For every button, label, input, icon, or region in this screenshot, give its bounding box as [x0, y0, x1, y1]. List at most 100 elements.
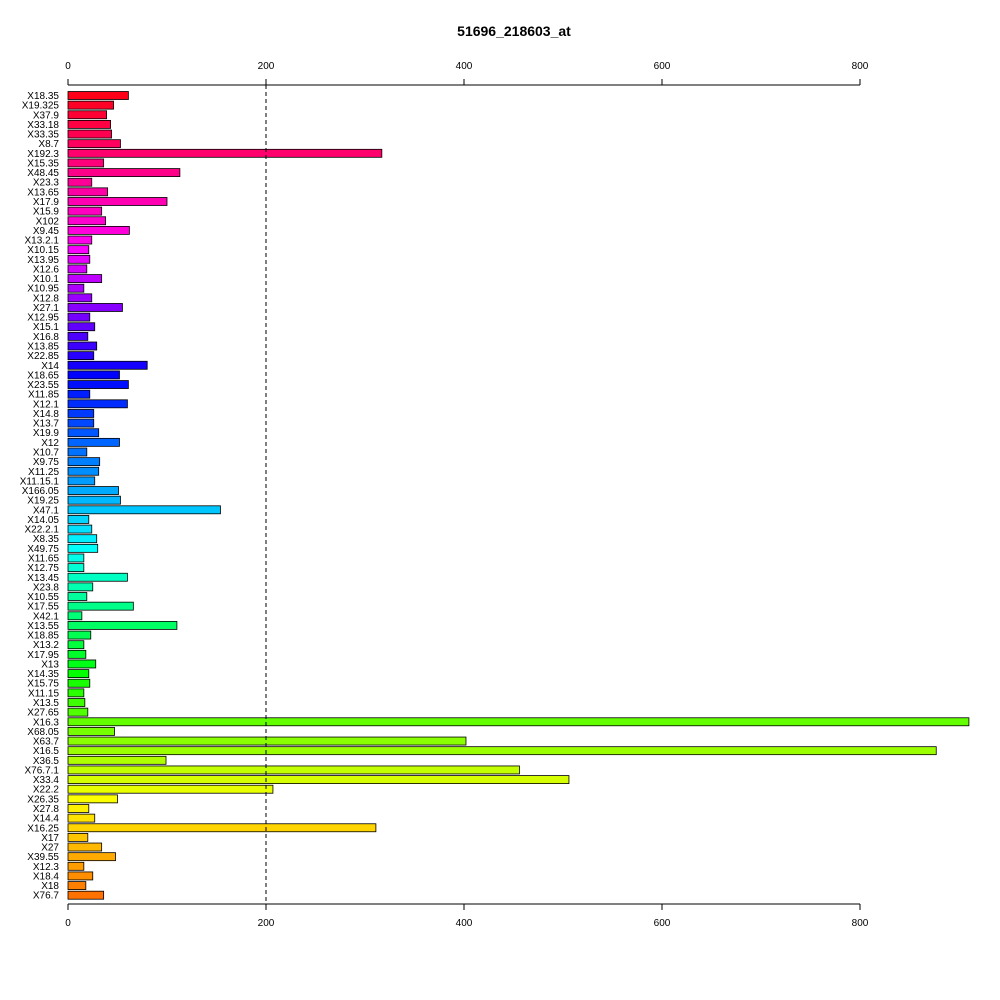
category-label: X13.85 — [27, 342, 59, 353]
bar — [67, 389, 91, 399]
tick-label: 800 — [852, 61, 869, 72]
category-label: X16.3 — [33, 717, 60, 728]
bar — [67, 399, 128, 409]
category-label: X33.35 — [27, 130, 59, 141]
chart-title: 51696_218603_at — [457, 23, 571, 39]
category-label: X63.7 — [33, 737, 60, 748]
bar — [67, 466, 100, 476]
category-label: X22.2 — [33, 785, 60, 796]
bar — [67, 216, 107, 226]
category-label: X12 — [41, 438, 59, 449]
tick-label: 200 — [258, 918, 275, 929]
bar — [67, 698, 86, 707]
category-label: X13.95 — [27, 255, 59, 266]
bar — [67, 110, 108, 120]
category-label: X17.55 — [27, 602, 59, 613]
bar — [67, 129, 112, 139]
bar — [67, 707, 89, 717]
bar — [67, 621, 178, 630]
category-label: X8.7 — [38, 139, 59, 150]
category-label: X11.15 — [28, 688, 59, 699]
category-label: X13.65 — [27, 187, 59, 198]
category-label: X17 — [41, 833, 59, 844]
category-label: X18.35 — [27, 91, 59, 102]
category-label: X13.2 — [33, 640, 60, 651]
category-label: X10.7 — [33, 447, 60, 458]
tick-label: 0 — [65, 918, 71, 929]
bar — [67, 678, 91, 688]
category-label: X13.7 — [33, 419, 60, 430]
bar — [67, 428, 100, 438]
bar — [67, 765, 520, 775]
bar — [67, 659, 97, 669]
bar — [67, 649, 87, 659]
bar — [67, 572, 128, 582]
category-label: X33.18 — [27, 120, 59, 131]
category-label: X11.25 — [28, 467, 59, 478]
bar — [67, 515, 90, 524]
category-label: X37.9 — [33, 110, 60, 121]
bottom-axis: 0 200 400 600 800 — [65, 903, 869, 929]
bar — [67, 447, 88, 457]
category-label: X13.2.1 — [25, 236, 60, 247]
bar — [67, 505, 221, 515]
bar — [67, 264, 88, 274]
bar — [67, 418, 95, 428]
tick-label: 600 — [654, 61, 671, 72]
bar — [67, 293, 93, 303]
category-label: X23.8 — [33, 582, 60, 593]
bar — [67, 688, 85, 698]
bar — [67, 861, 85, 871]
category-label: X14.4 — [33, 814, 60, 825]
category-label: X12.75 — [27, 563, 59, 574]
bar — [67, 341, 98, 351]
bar — [67, 148, 383, 158]
category-label: X16.5 — [33, 746, 60, 757]
bar — [67, 804, 90, 813]
bar — [67, 409, 95, 418]
bar — [67, 495, 121, 505]
category-label: X18.85 — [27, 631, 59, 642]
category-label: X12.95 — [27, 313, 59, 324]
top-axis: 0 200 400 600 800 — [65, 61, 869, 86]
tick-label: 0 — [65, 61, 71, 72]
bar — [67, 380, 129, 389]
bar — [67, 312, 91, 322]
category-label: X16.8 — [33, 332, 60, 343]
category-label: X15.35 — [27, 158, 59, 169]
bar — [67, 245, 90, 255]
category-label: X12.8 — [33, 293, 60, 304]
bar — [67, 601, 134, 611]
bar — [67, 168, 181, 177]
category-label: X15.9 — [33, 207, 60, 218]
bar — [67, 640, 85, 650]
bar — [67, 370, 120, 380]
category-label: X9.45 — [33, 226, 60, 237]
category-label: X11.15.1 — [20, 476, 60, 487]
bar — [67, 669, 90, 678]
bar — [67, 158, 105, 168]
bar — [67, 254, 91, 264]
bar — [67, 139, 121, 149]
category-label: X39.55 — [27, 852, 59, 863]
bar — [67, 881, 87, 890]
category-label: X102 — [36, 216, 60, 227]
bar — [67, 842, 103, 852]
category-label: X27 — [41, 843, 59, 854]
bar — [67, 274, 103, 283]
category-label: X10.55 — [27, 592, 59, 603]
bar — [67, 852, 116, 862]
bar — [67, 235, 93, 245]
bar — [67, 197, 168, 206]
bar — [67, 871, 94, 881]
category-label: X11.85 — [28, 390, 59, 401]
category-label: X19.325 — [22, 101, 60, 112]
bar — [67, 177, 93, 187]
category-label: X14.05 — [27, 515, 59, 526]
bar — [67, 543, 99, 553]
bar — [67, 100, 114, 110]
bars — [67, 91, 970, 900]
tick-label: 400 — [456, 61, 473, 72]
category-label: X13.5 — [33, 698, 60, 709]
